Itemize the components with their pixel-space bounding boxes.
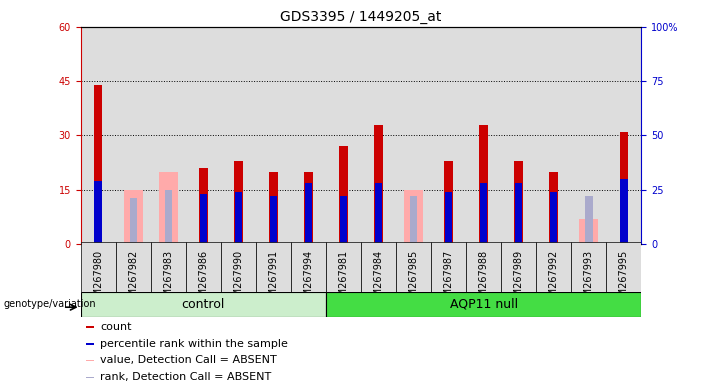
Bar xyxy=(81,292,326,317)
Bar xyxy=(445,192,452,244)
Bar xyxy=(221,27,256,244)
Text: GSM267990: GSM267990 xyxy=(233,250,243,308)
Bar xyxy=(234,161,243,244)
Text: GSM267983: GSM267983 xyxy=(163,250,173,308)
Bar xyxy=(571,27,606,244)
Bar xyxy=(410,196,417,244)
Text: GSM267982: GSM267982 xyxy=(128,250,138,309)
Bar xyxy=(571,242,606,292)
Bar xyxy=(291,242,326,292)
Bar xyxy=(515,183,522,244)
Bar xyxy=(515,161,523,244)
Bar xyxy=(86,326,94,328)
Bar xyxy=(466,27,501,244)
Bar xyxy=(256,242,291,292)
Text: GSM267987: GSM267987 xyxy=(444,250,454,309)
Bar xyxy=(326,242,361,292)
Bar xyxy=(606,242,641,292)
Bar xyxy=(466,242,501,292)
Bar xyxy=(404,190,423,244)
Bar xyxy=(375,183,382,244)
Bar xyxy=(396,27,431,244)
Text: GSM267994: GSM267994 xyxy=(304,250,313,308)
Bar xyxy=(361,242,396,292)
Bar xyxy=(501,27,536,244)
Bar xyxy=(374,124,383,244)
Bar xyxy=(123,190,143,244)
Bar xyxy=(620,132,628,244)
Bar xyxy=(186,27,221,244)
Text: GSM267981: GSM267981 xyxy=(339,250,348,308)
Bar xyxy=(550,172,558,244)
Bar xyxy=(151,27,186,244)
Bar xyxy=(326,27,361,244)
Bar xyxy=(431,242,466,292)
Bar xyxy=(116,242,151,292)
Bar xyxy=(431,27,466,244)
Text: GSM267992: GSM267992 xyxy=(549,250,559,309)
Bar xyxy=(221,242,256,292)
Text: GSM267988: GSM267988 xyxy=(479,250,489,308)
Bar xyxy=(550,192,557,244)
Bar xyxy=(270,196,277,244)
Bar xyxy=(579,218,599,244)
Bar xyxy=(444,161,453,244)
Title: GDS3395 / 1449205_at: GDS3395 / 1449205_at xyxy=(280,10,442,25)
Bar xyxy=(235,192,242,244)
Bar xyxy=(480,183,487,244)
Bar xyxy=(291,27,326,244)
Bar xyxy=(86,377,94,379)
Text: rank, Detection Call = ABSENT: rank, Detection Call = ABSENT xyxy=(100,372,271,382)
Text: control: control xyxy=(182,298,225,311)
Bar xyxy=(585,196,592,244)
Bar xyxy=(256,27,291,244)
Bar xyxy=(81,242,116,292)
Bar xyxy=(199,168,207,244)
Bar xyxy=(81,27,116,244)
Text: GSM267991: GSM267991 xyxy=(268,250,278,308)
Bar xyxy=(620,179,627,244)
Bar xyxy=(86,343,94,344)
Bar xyxy=(116,27,151,244)
Bar xyxy=(326,292,641,317)
Bar xyxy=(339,146,348,244)
Bar xyxy=(158,172,178,244)
Text: GSM267995: GSM267995 xyxy=(619,250,629,309)
Bar xyxy=(186,242,221,292)
Text: value, Detection Call = ABSENT: value, Detection Call = ABSENT xyxy=(100,356,277,366)
Text: count: count xyxy=(100,321,132,331)
Bar xyxy=(165,190,172,244)
Bar xyxy=(305,183,312,244)
Text: percentile rank within the sample: percentile rank within the sample xyxy=(100,339,288,349)
Text: GSM267984: GSM267984 xyxy=(374,250,383,308)
Bar xyxy=(151,242,186,292)
Bar xyxy=(340,196,347,244)
Bar xyxy=(200,194,207,244)
Bar xyxy=(361,27,396,244)
Text: GSM267985: GSM267985 xyxy=(409,250,418,309)
Text: GSM267989: GSM267989 xyxy=(514,250,524,308)
Bar xyxy=(86,360,94,361)
Bar xyxy=(269,172,278,244)
Bar xyxy=(304,172,313,244)
Text: GSM267993: GSM267993 xyxy=(584,250,594,308)
Text: GSM267986: GSM267986 xyxy=(198,250,208,308)
Bar xyxy=(536,242,571,292)
Text: AQP11 null: AQP11 null xyxy=(449,298,518,311)
Bar xyxy=(396,242,431,292)
Bar xyxy=(94,85,102,244)
Bar xyxy=(130,198,137,244)
Bar xyxy=(479,124,488,244)
Bar xyxy=(501,242,536,292)
Text: GSM267980: GSM267980 xyxy=(93,250,103,308)
Bar xyxy=(95,181,102,244)
Bar xyxy=(606,27,641,244)
Text: genotype/variation: genotype/variation xyxy=(4,299,96,309)
Bar xyxy=(536,27,571,244)
